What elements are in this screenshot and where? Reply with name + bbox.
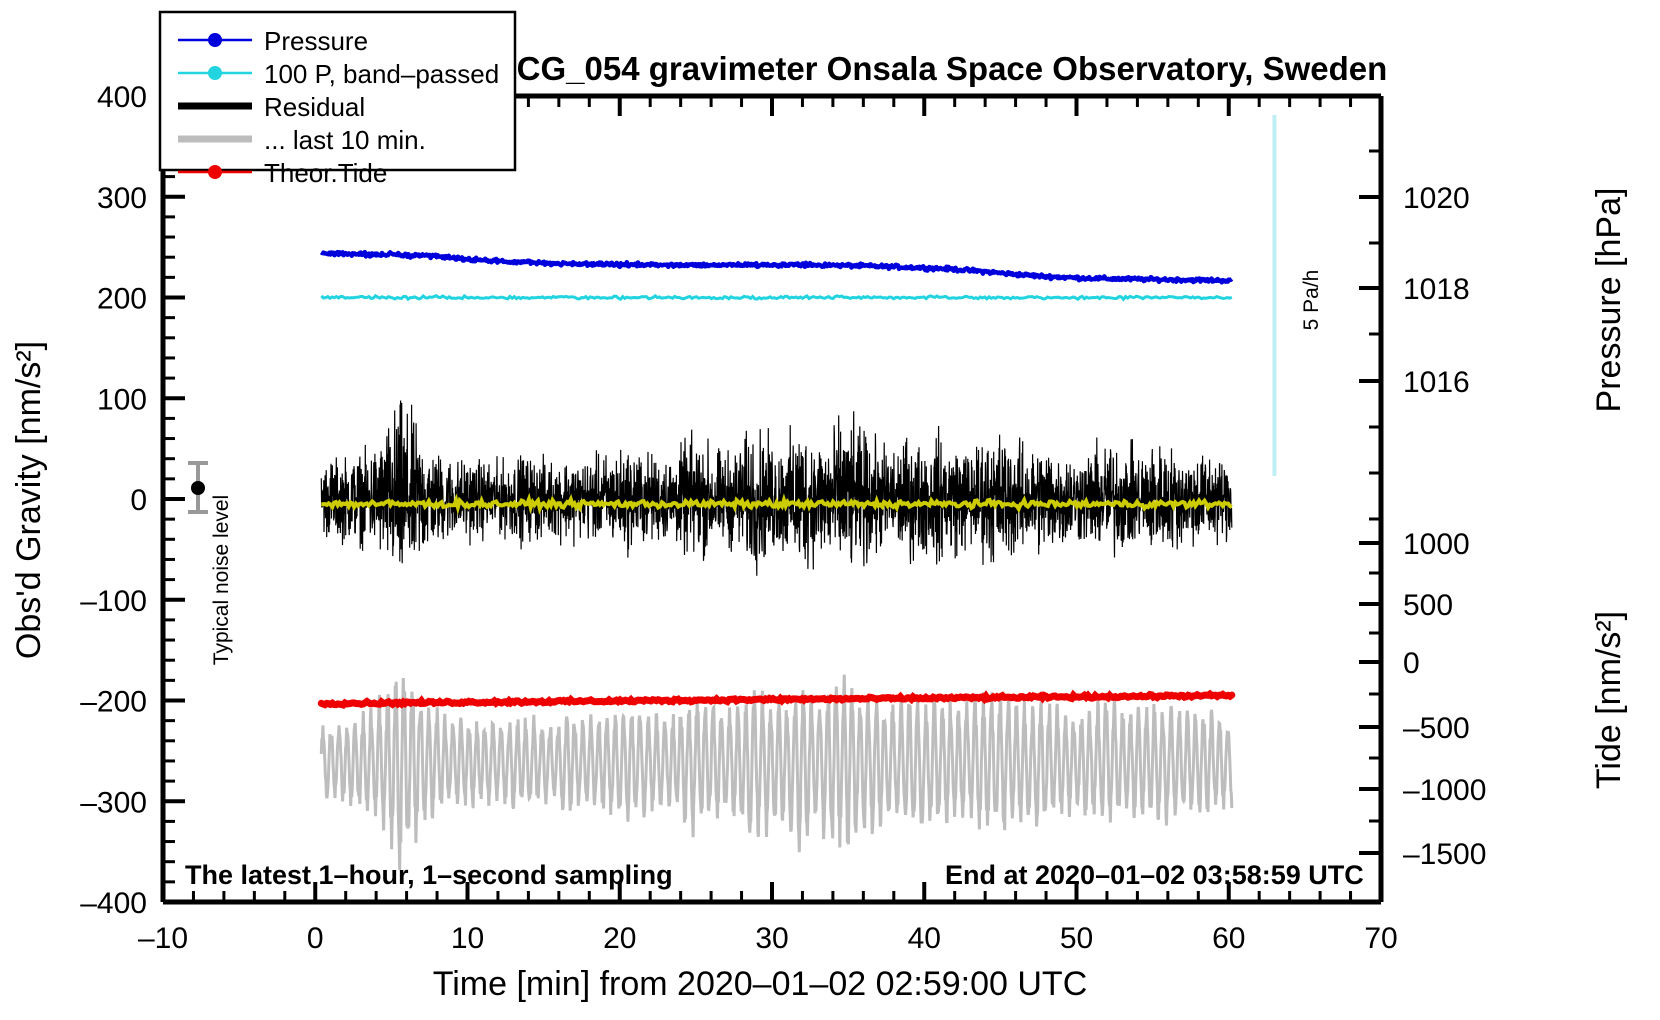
series-residual (320, 400, 1233, 576)
x-tick-label: 40 (908, 922, 941, 955)
tide-tick-label: 500 (1403, 589, 1453, 622)
footer-right-note: End at 2020–01–02 03:58:59 UTC (945, 860, 1364, 890)
page-title: SCG_054 gravimeter Onsala Space Observat… (495, 50, 1388, 87)
y-tick-label: –300 (80, 786, 147, 819)
x-tick-label: 20 (603, 922, 636, 955)
scale-bar-label: 5 Pa/h (1300, 270, 1323, 331)
footer-left-note: The latest 1–hour, 1–second sampling (185, 860, 673, 890)
data-series-group (317, 115, 1277, 870)
pressure-tick-label: 1020 (1403, 182, 1470, 215)
tide-tick-label: 0 (1403, 647, 1420, 680)
y-tick-label: –400 (80, 887, 147, 920)
tide-tick-label: 1000 (1403, 528, 1470, 561)
axis-ticks (161, 94, 1383, 904)
y-tick-label: –200 (80, 686, 147, 719)
x-tick-label: 10 (451, 922, 484, 955)
tide-tick-label: –500 (1403, 712, 1470, 745)
series-band-passed-pressure (320, 293, 1233, 302)
y-tick-label: 100 (97, 383, 147, 416)
x-tick-label: 30 (755, 922, 788, 955)
x-tick-label: 60 (1212, 922, 1245, 955)
tide-axis-title: Tide [nm/s²] (1590, 611, 1628, 789)
legend-marker-4 (208, 165, 222, 179)
axis-tick-labels: –10 0 10 20 30 40 50 60 704003002001000–100–200–… (80, 81, 1486, 955)
x-tick-label: –10 (138, 922, 188, 955)
y-tick-label: –100 (80, 585, 147, 618)
x-tick-label: 0 (307, 922, 324, 955)
legend-label-2: Residual (264, 92, 365, 122)
x-tick-label: 70 (1364, 922, 1397, 955)
legend-label-0: Pressure (264, 26, 368, 56)
pressure-tick-label: 1018 (1403, 273, 1470, 306)
pressure-axis-title: Pressure [hPa] (1590, 188, 1628, 413)
y-tick-label: 200 (97, 283, 147, 316)
tide-tick-label: –1500 (1403, 838, 1486, 871)
legend-label-4: Theor.Tide (264, 158, 387, 188)
typical-noise-level-label: Typical noise level (210, 495, 233, 665)
series-pressure (319, 249, 1234, 285)
x-tick-label: 50 (1060, 922, 1093, 955)
series-theoretical-tide (317, 689, 1236, 710)
series-yellow-baseline (321, 492, 1233, 516)
y-tick-label: 300 (97, 182, 147, 215)
tide-tick-label: –1000 (1403, 774, 1486, 807)
legend-label-3: ... last 10 min. (264, 125, 426, 155)
legend-label-1: 100 P, band–passed (264, 59, 499, 89)
pressure-tick-label: 1016 (1403, 366, 1470, 399)
legend-marker-0 (208, 33, 222, 47)
typical-noise-marker (188, 461, 208, 514)
y-tick-label: 0 (130, 484, 147, 517)
x-axis-title: Time [min] from 2020–01–02 02:59:00 UTC (433, 965, 1088, 1003)
y-axis-title: Obs'd Gravity [nm/s²] (10, 341, 48, 659)
legend-marker-1 (208, 66, 222, 80)
series-last-10-min (319, 674, 1234, 870)
y-tick-label: 400 (97, 81, 147, 114)
